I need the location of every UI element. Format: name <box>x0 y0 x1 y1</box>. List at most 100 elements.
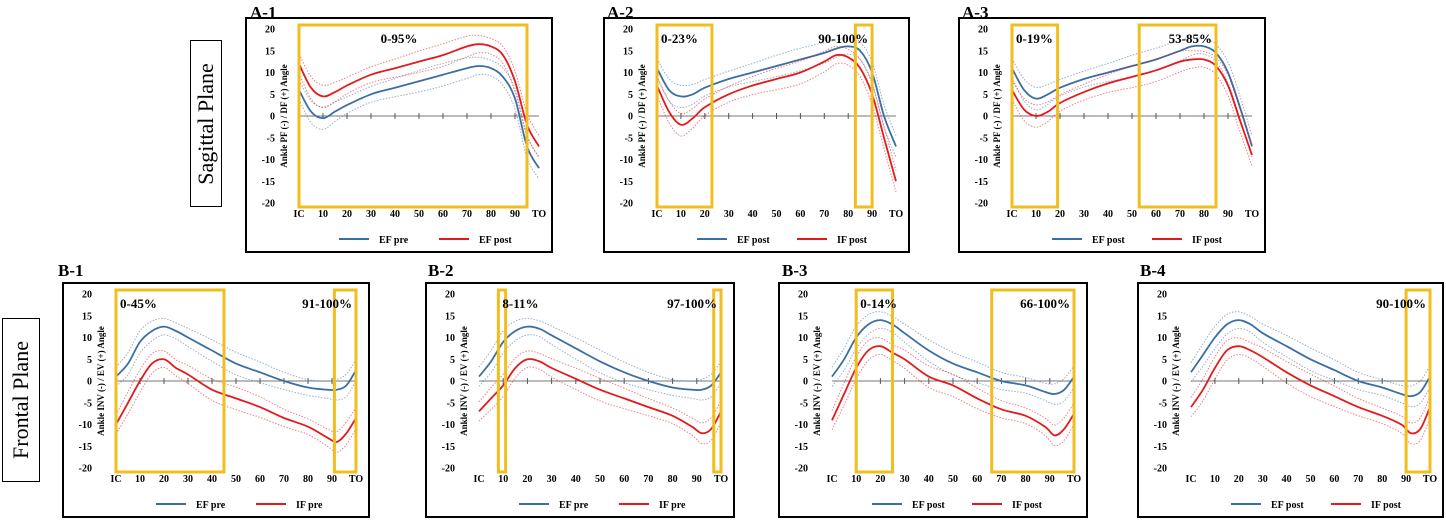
y-tick-label: -20 <box>79 464 92 475</box>
panel-label: B-2 <box>428 261 454 280</box>
x-tick-label: 30 <box>547 474 557 485</box>
x-tick-label: 40 <box>207 474 217 485</box>
y-tick-label: -15 <box>795 442 808 453</box>
y-tick-label: 0 <box>450 377 455 388</box>
x-tick-label: 30 <box>900 474 910 485</box>
highlight-region <box>853 23 874 209</box>
x-tick-label: 20 <box>159 474 169 485</box>
legend-label: EF pre <box>196 500 226 511</box>
x-tick-label: TO <box>1423 474 1437 485</box>
y-tick-label: 5 <box>87 355 92 366</box>
series-sd-band-line <box>1190 327 1431 408</box>
x-tick-label: 80 <box>303 474 313 485</box>
y-tick-label: -5 <box>800 398 808 409</box>
x-tick-label: 70 <box>996 474 1006 485</box>
y-tick-label: -15 <box>442 442 455 453</box>
y-tick-label: 0 <box>983 112 988 123</box>
x-tick-label: IC <box>473 474 484 485</box>
y-tick-label: 10 <box>623 68 633 79</box>
y-tick-label: 15 <box>623 46 633 57</box>
y-axis-label: Ankle INV (-) / EV (+) Angle <box>812 326 822 436</box>
chart-panel: 20 15 10 5 0 -5 -10 -15 -20 Ankle PF (-) / DF (+)… <box>245 17 553 253</box>
y-axis-label: Ankle PF (-) / DF (+) Angle <box>637 64 647 167</box>
sagittal-plane-text: Sagittal Plane <box>193 62 218 185</box>
highlight-label: 0-45% <box>120 296 157 311</box>
highlight-label: 0-14% <box>860 296 897 311</box>
series-line <box>478 325 722 392</box>
highlight-label: 53-85% <box>1169 31 1212 46</box>
x-tick-label: TO <box>349 474 363 485</box>
x-tick-label: 10 <box>676 209 686 220</box>
x-tick-label: 30 <box>366 209 376 220</box>
x-tick-label: 50 <box>948 474 958 485</box>
y-tick-label: -5 <box>625 133 633 144</box>
highlight-label: 91-100% <box>302 296 352 311</box>
y-tick-label: 5 <box>983 90 988 101</box>
series-sd-band-line <box>1190 353 1431 445</box>
y-tick-label: -20 <box>442 464 455 475</box>
highlight-region <box>990 288 1076 474</box>
legend-label: EF post <box>1092 235 1125 246</box>
x-tick-label: 50 <box>595 474 605 485</box>
chart-panel: 20 15 10 5 0 -5 -10 -15 -20 Ankle INV (-) / EV (+… <box>62 282 370 518</box>
series-sd-band-line <box>298 34 540 136</box>
y-tick-label: 20 <box>798 290 808 301</box>
series-sd-band-line <box>656 53 897 158</box>
y-axis-label: Ankle INV (-) / EV (+) Angle <box>459 326 469 436</box>
x-tick-label: IC <box>651 209 662 220</box>
series-line <box>115 358 357 443</box>
y-tick-label: 0 <box>628 112 633 123</box>
series-sd-band-line <box>656 38 897 136</box>
y-tick-label: -15 <box>1154 442 1167 453</box>
y-tick-label: -15 <box>620 177 633 188</box>
x-tick-label: 10 <box>1031 209 1041 220</box>
panel-label: B-4 <box>1140 261 1166 280</box>
series-sd-band-line <box>656 62 897 193</box>
x-tick-label: 50 <box>231 474 241 485</box>
panel-label: B-3 <box>782 261 808 280</box>
series-sd-band-line <box>298 73 540 180</box>
x-tick-label: IC <box>110 474 121 485</box>
x-tick-label: 80 <box>1021 474 1031 485</box>
y-tick-label: 0 <box>87 377 92 388</box>
y-axis-label: Ankle PF (-) / DF (+) Angle <box>279 64 289 167</box>
y-axis-label: Ankle INV (-) / EV (+) Angle <box>1171 326 1181 436</box>
highlight-region <box>1010 23 1060 209</box>
series-sd-band-line <box>656 45 897 171</box>
y-tick-label: 20 <box>978 25 988 36</box>
series-sd-band-line <box>831 353 1075 447</box>
x-tick-label: 70 <box>643 474 653 485</box>
series-sd-band-line <box>831 327 1075 405</box>
legend-label: IF post <box>837 235 868 246</box>
x-tick-label: TO <box>889 209 903 220</box>
y-tick-label: 20 <box>445 290 455 301</box>
highlight-label: 90-100% <box>818 31 868 46</box>
y-tick-label: -20 <box>795 464 808 475</box>
x-tick-label: 50 <box>1306 474 1316 485</box>
x-tick-label: 70 <box>1353 474 1363 485</box>
y-tick-label: 20 <box>265 25 275 36</box>
x-tick-label: 80 <box>1377 474 1387 485</box>
series-sd-band-line <box>478 334 722 401</box>
series-line <box>1011 44 1253 147</box>
x-tick-label: 40 <box>571 474 581 485</box>
y-tick-label: -5 <box>267 133 275 144</box>
y-tick-label: 20 <box>623 25 633 36</box>
series-sd-band-line <box>831 337 1075 426</box>
x-tick-label: 90 <box>327 474 337 485</box>
legend-label: IF post <box>1012 500 1043 511</box>
x-tick-label: 10 <box>851 474 861 485</box>
y-tick-label: -10 <box>795 420 808 431</box>
x-tick-label: 80 <box>1199 209 1209 220</box>
x-tick-label: 40 <box>748 209 758 220</box>
series-sd-band-line <box>478 317 722 382</box>
y-tick-label: 0 <box>1162 377 1167 388</box>
x-tick-label: 60 <box>438 209 448 220</box>
y-tick-label: 0 <box>270 112 275 123</box>
x-tick-label: 20 <box>700 209 710 220</box>
x-tick-label: 10 <box>498 474 508 485</box>
y-axis-label: Ankle INV (-) / EV (+) Angle <box>96 326 106 436</box>
highlight-region <box>712 288 723 474</box>
y-tick-label: -20 <box>262 199 275 210</box>
highlight-label: 0-23% <box>661 31 698 46</box>
